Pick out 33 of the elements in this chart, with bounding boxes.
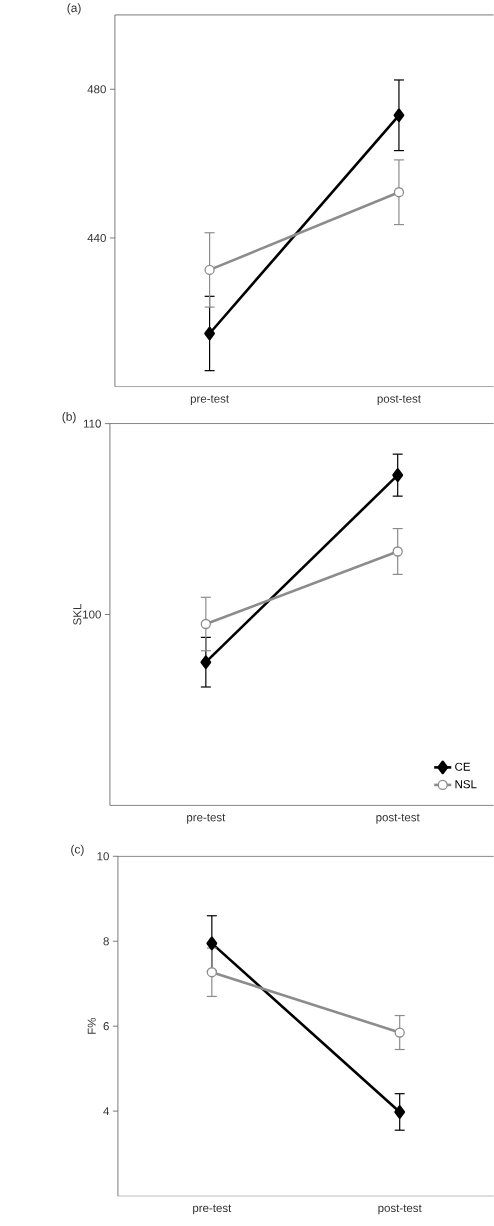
y-axis-title: SKL — [73, 604, 82, 625]
point — [206, 936, 218, 951]
x-tick-label: pre-test — [190, 395, 229, 405]
point — [392, 468, 404, 482]
point — [394, 1027, 405, 1038]
point — [204, 264, 215, 276]
point — [204, 326, 216, 341]
x-tick-label: pre-test — [187, 813, 226, 824]
point — [393, 108, 405, 123]
y-tick-label: 4 — [103, 1107, 110, 1116]
y-tick-label: 480 — [87, 85, 106, 94]
point — [392, 546, 403, 557]
y-tick-label: 8 — [103, 937, 109, 946]
point — [200, 618, 211, 630]
x-tick-label: post-test — [377, 395, 421, 405]
x-tick-label: post-test — [376, 813, 420, 824]
point — [200, 655, 212, 669]
x-tick-label: post-test — [378, 1204, 422, 1215]
legend-label: NSL — [455, 780, 477, 789]
y-tick-label: 6 — [103, 1022, 109, 1031]
legend-label: CE — [455, 762, 471, 771]
point — [394, 1105, 406, 1119]
y-axis-title: F% — [87, 1017, 96, 1034]
chart-title: (c) — [71, 844, 84, 856]
chart-title: (b) — [62, 412, 76, 424]
y-tick-label: 10 — [97, 852, 109, 861]
y-tick-label: 440 — [87, 233, 106, 243]
point — [206, 967, 217, 978]
y-tick-label: 100 — [83, 610, 101, 619]
y-tick-label: 110 — [83, 419, 101, 428]
chart-title: (a) — [67, 3, 81, 15]
point — [393, 187, 405, 198]
x-tick-label: pre-test — [193, 1204, 232, 1215]
